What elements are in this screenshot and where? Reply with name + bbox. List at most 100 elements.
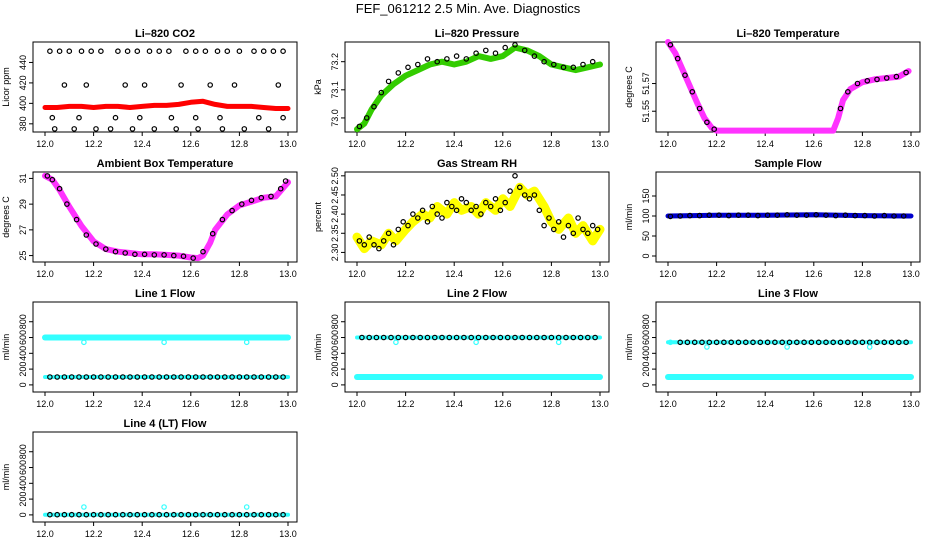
data-point (83, 374, 90, 380)
y-tick-label: 400 (18, 476, 28, 491)
data-point (258, 374, 265, 380)
x-tick-label: 12.6 (182, 269, 200, 279)
data-point (265, 511, 272, 518)
plot-frame (655, 41, 921, 133)
data-point (893, 73, 900, 80)
data-point (112, 248, 119, 255)
data-point (764, 212, 771, 219)
data-point (482, 334, 489, 341)
x-tick-label: 12.8 (543, 269, 561, 279)
data-point (209, 230, 216, 237)
data-point (229, 207, 235, 214)
data-point (854, 80, 861, 87)
data-point (837, 105, 844, 112)
y-axis-label: ml/min (624, 204, 634, 231)
y-tick-label: 100 (641, 208, 651, 223)
data-point (255, 114, 262, 121)
y-tick-label: 200 (18, 362, 28, 377)
data-point (424, 56, 431, 62)
chart-title: Line 4 (LT) Flow (124, 418, 207, 430)
y-tick-label: 600 (330, 330, 340, 345)
data-point (185, 374, 192, 380)
data-point (903, 69, 909, 76)
data-point (236, 48, 243, 55)
data-point (222, 511, 228, 518)
data-point (521, 47, 528, 54)
data-point (222, 374, 228, 380)
x-tick-label: 12.8 (231, 529, 249, 539)
x-tick-label: 13.0 (902, 139, 920, 149)
data-point (81, 339, 87, 346)
data-point (414, 61, 421, 68)
data-point (241, 126, 248, 132)
data-point (784, 212, 790, 218)
y-tick-label: 400 (330, 346, 340, 361)
chart-title: Li–820 CO2 (135, 28, 195, 40)
data-point (541, 334, 547, 341)
data-point (478, 211, 484, 217)
data-point (239, 201, 245, 207)
data-point (400, 219, 407, 225)
data-point (78, 48, 85, 55)
data-point (881, 339, 888, 346)
y-axis-label: ml/min (624, 334, 634, 361)
data-point (497, 334, 504, 341)
data-point (541, 222, 547, 229)
x-tick-label: 12.8 (543, 399, 561, 409)
data-point (594, 226, 601, 233)
data-point (243, 374, 250, 380)
x-tick-label: 12.4 (445, 399, 463, 409)
data-point (178, 82, 184, 88)
series-line (665, 39, 912, 134)
data-point (883, 75, 890, 81)
data-point (536, 207, 543, 214)
x-tick-label: 12.4 (756, 269, 774, 279)
data-point (684, 339, 691, 346)
data-point (49, 176, 56, 183)
data-point (378, 89, 385, 96)
y-axis-label: ml/min (1, 464, 11, 491)
data-point (453, 207, 460, 214)
data-point (550, 61, 557, 68)
data-point (47, 511, 53, 518)
data-point (742, 339, 749, 346)
data-point (521, 192, 528, 198)
data-point (161, 504, 167, 510)
data-point (141, 511, 148, 518)
data-point (808, 339, 815, 346)
y-tick-label: 420 (18, 75, 28, 90)
chart-title: Line 2 Flow (447, 288, 507, 300)
y-tick-label: 25 (18, 251, 28, 261)
data-point (380, 238, 387, 244)
data-point (103, 246, 109, 252)
plot-frame (32, 171, 298, 263)
data-point (570, 334, 577, 341)
data-point (214, 374, 221, 380)
data-point (141, 82, 148, 88)
data-point (874, 339, 880, 346)
data-point (54, 374, 61, 380)
data-point (120, 374, 126, 380)
x-tick-label: 12.2 (397, 139, 415, 149)
data-point (161, 339, 167, 346)
data-point (589, 58, 596, 65)
data-point (268, 193, 274, 200)
data-point (677, 213, 684, 219)
data-point (405, 222, 411, 229)
data-point (56, 185, 63, 192)
x-tick-label: 12.2 (85, 269, 103, 279)
data-point (134, 511, 141, 518)
data-point (112, 511, 119, 518)
data-point (395, 334, 402, 341)
y-tick-label: 600 (641, 330, 651, 345)
data-point (842, 212, 849, 219)
data-point (852, 212, 858, 219)
data-point (90, 374, 97, 380)
data-point (229, 511, 235, 518)
data-point (248, 197, 255, 204)
data-point (98, 511, 104, 518)
data-point (444, 56, 450, 62)
chart-line3: Line 3 Flow ml/min 12.0 12.2 12.4 12.6 12.8 13.… (624, 288, 921, 409)
data-point (280, 374, 286, 380)
data-point (200, 248, 206, 255)
